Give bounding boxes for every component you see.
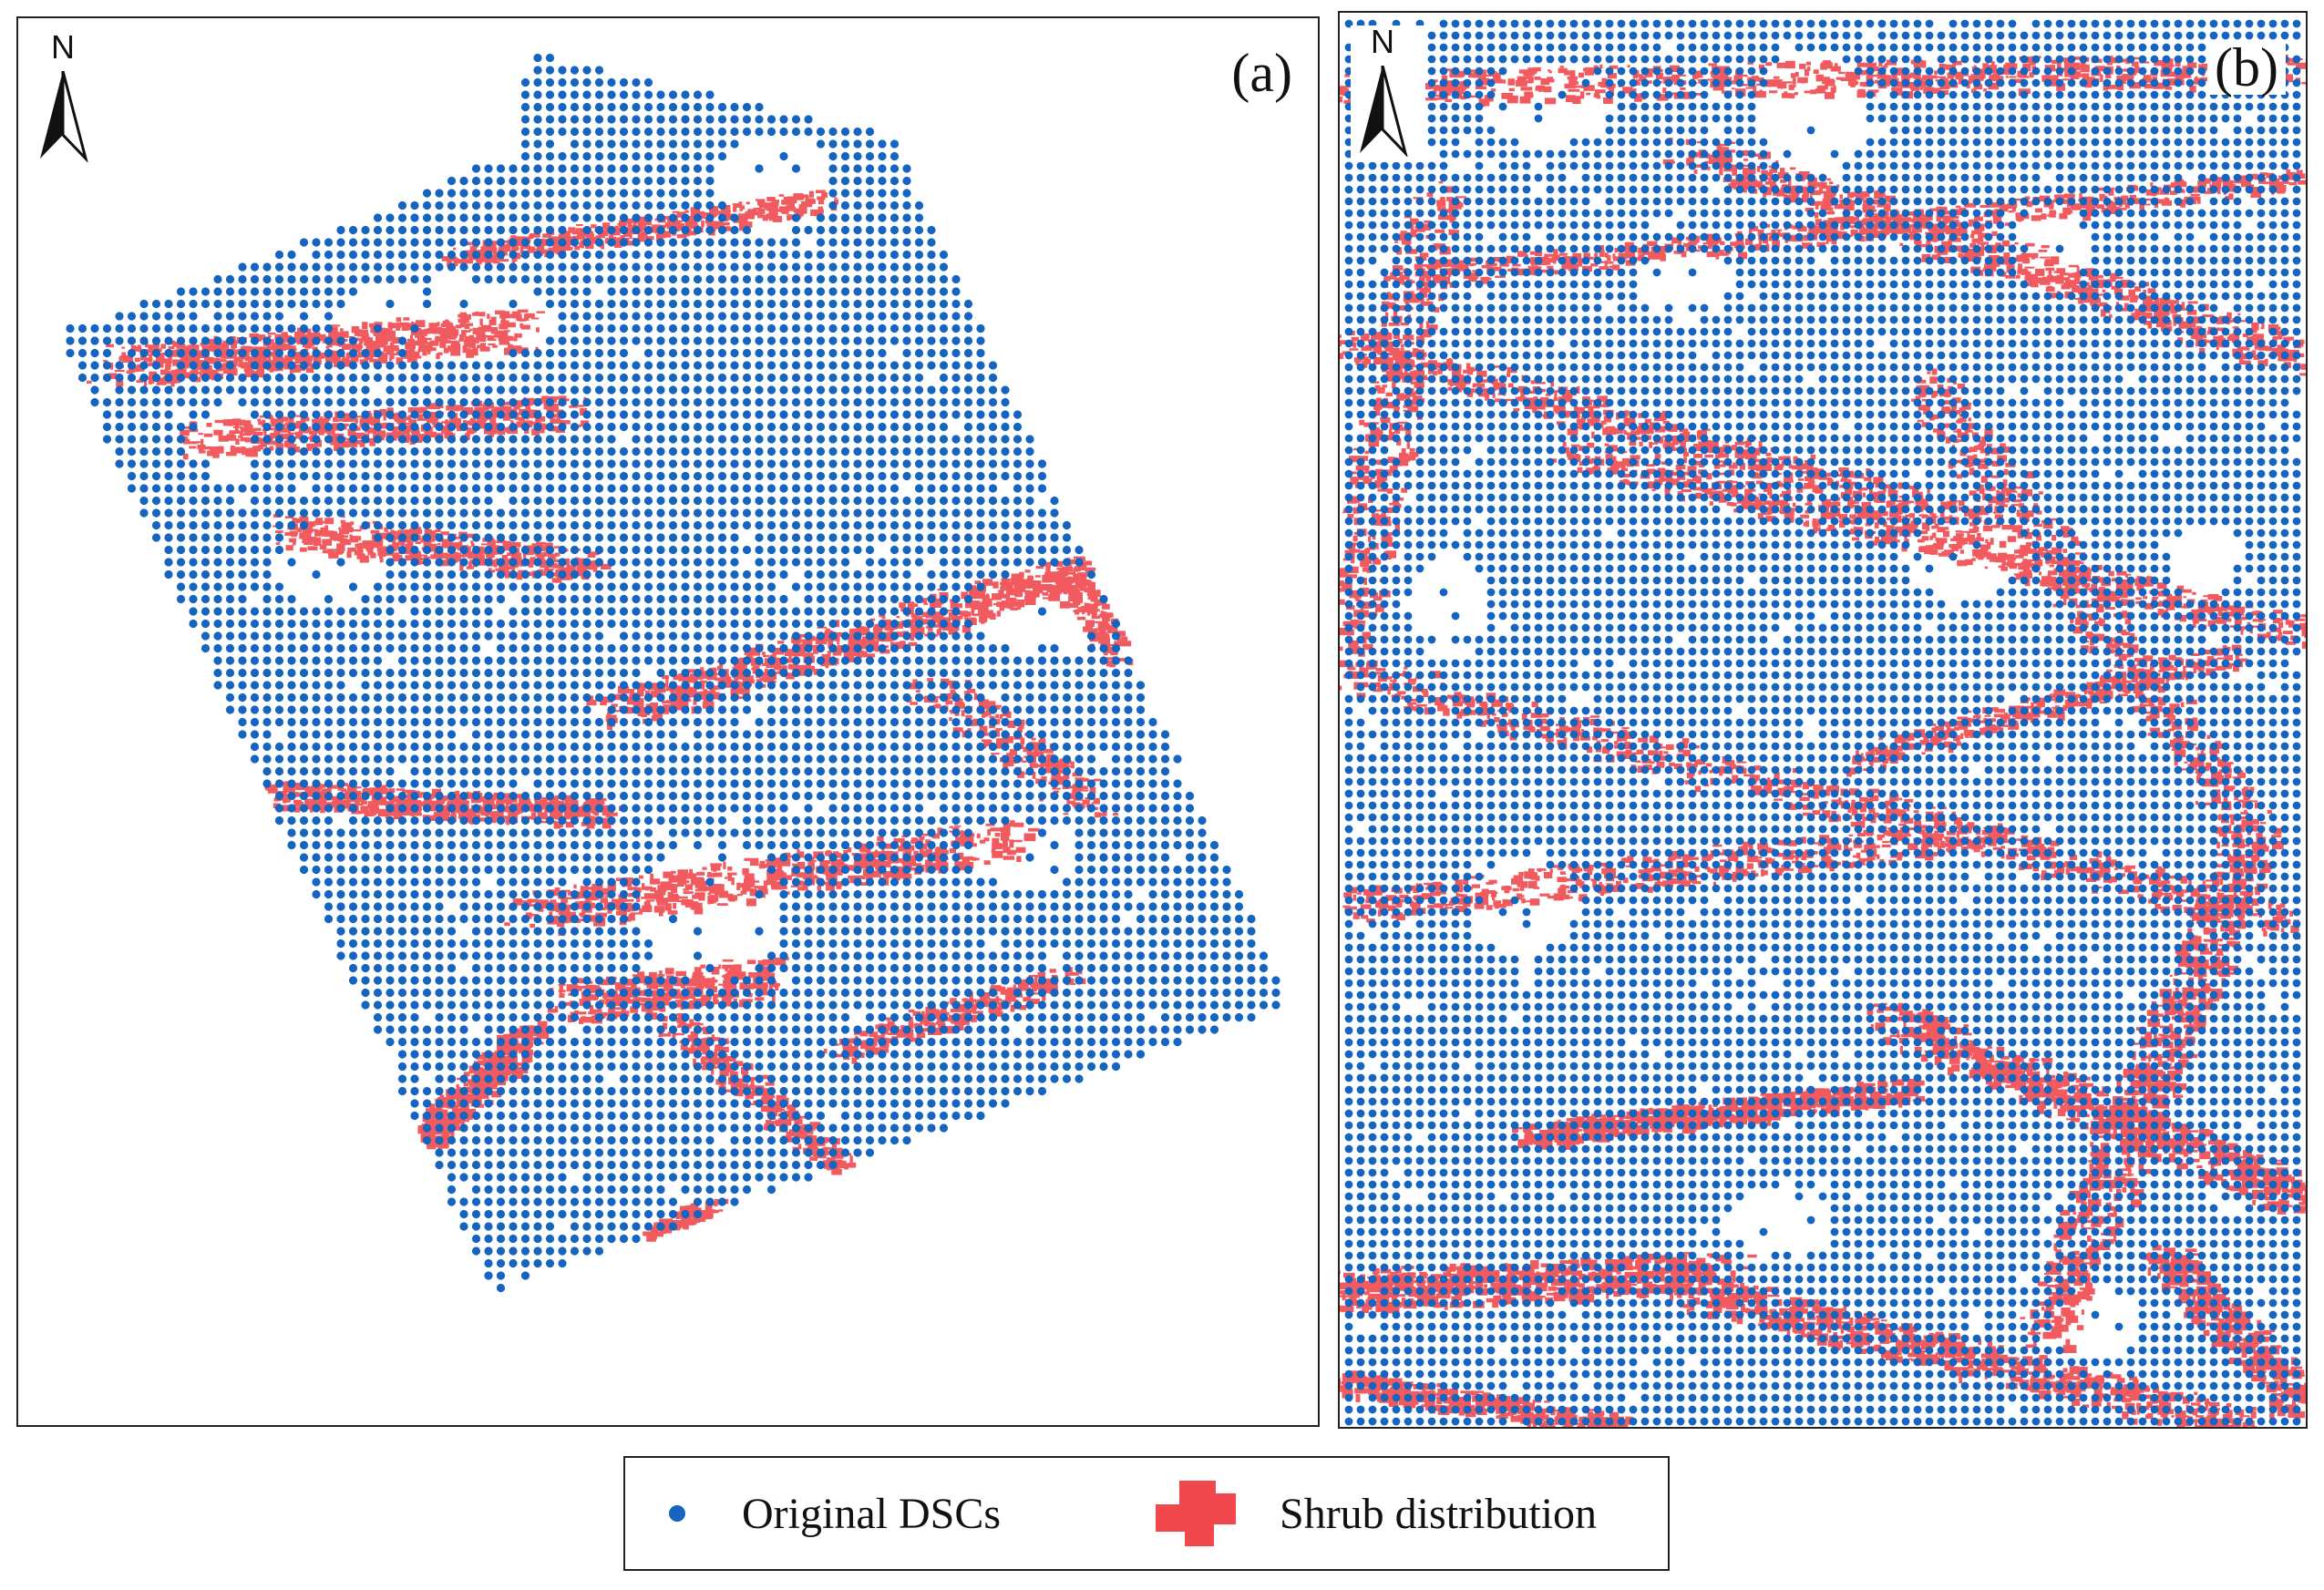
shrub-patches xyxy=(1340,52,2306,1427)
north-arrow: N xyxy=(1351,26,1425,162)
legend-label-shrub: Shrub distribution xyxy=(1280,1489,1598,1538)
dsc-points xyxy=(1344,19,2301,1426)
north-label: N xyxy=(51,28,75,66)
panel-label-b: (b) xyxy=(2207,40,2286,95)
north-arrow: N xyxy=(31,31,95,168)
map-b-canvas xyxy=(1340,19,2306,1427)
north-arrow-icon xyxy=(40,71,88,162)
legend-label-dsc: Original DSCs xyxy=(742,1489,1002,1538)
map-panel-a: N (a) xyxy=(16,16,1320,1427)
legend: Original DSCs Shrub distribution xyxy=(623,1456,1670,1571)
dsc-points xyxy=(66,53,1280,1293)
north-label: N xyxy=(1371,23,1394,60)
legend-item-shrub: Shrub distribution xyxy=(1152,1458,1597,1569)
panel-label-a: (a) xyxy=(1231,43,1292,103)
blue-dot-icon xyxy=(669,1505,685,1522)
map-panel-b: N (b) xyxy=(1338,11,2308,1429)
legend-item-dsc: Original DSCs xyxy=(669,1458,1001,1569)
map-a-canvas xyxy=(66,53,1280,1293)
shrub-patches xyxy=(87,190,1134,1242)
north-arrow-icon xyxy=(1360,66,1408,157)
red-shrub-patch-icon xyxy=(1156,1481,1236,1546)
